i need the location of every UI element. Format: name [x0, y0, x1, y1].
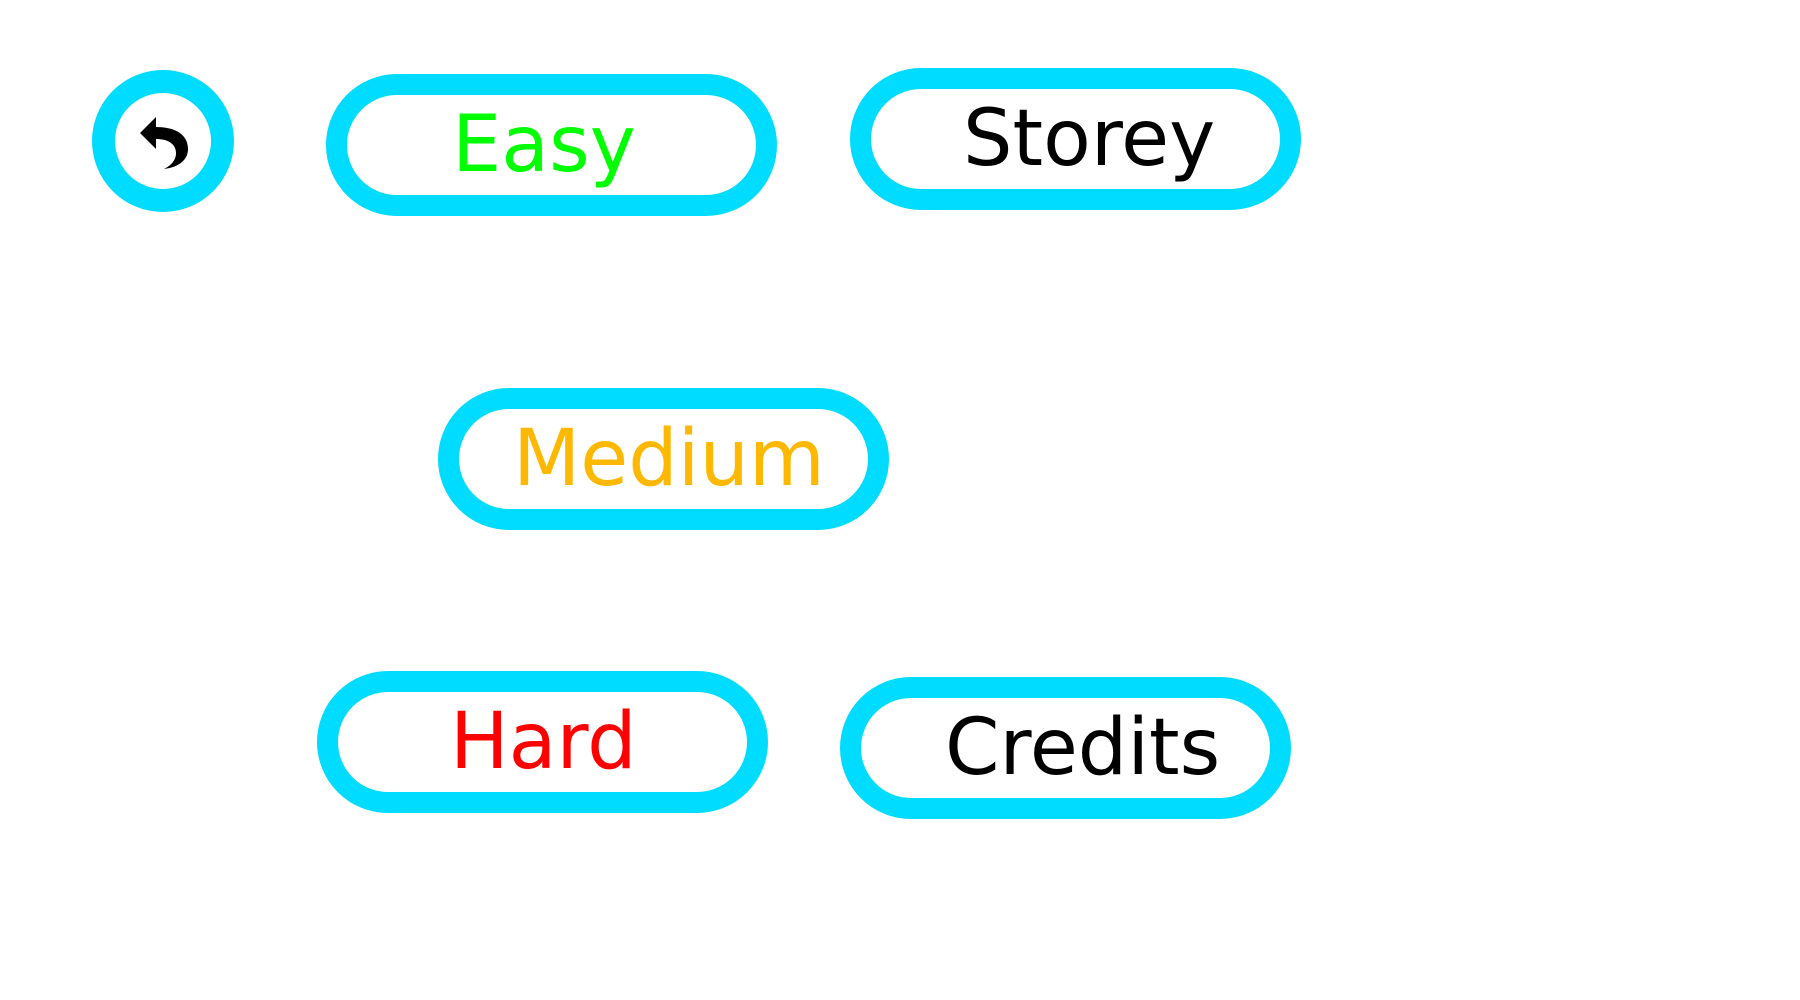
storey-label: Storey: [963, 94, 1216, 184]
storey-button[interactable]: Storey: [850, 68, 1301, 210]
easy-label: Easy: [452, 100, 636, 190]
credits-label: Credits: [945, 703, 1221, 793]
hard-button[interactable]: Hard: [317, 671, 768, 813]
credits-button[interactable]: Credits: [840, 677, 1291, 819]
back-button[interactable]: [92, 70, 234, 212]
medium-button[interactable]: Medium: [438, 388, 889, 530]
easy-button[interactable]: Easy: [326, 74, 777, 216]
hard-label: Hard: [450, 697, 637, 787]
medium-label: Medium: [513, 414, 825, 504]
undo-arrow-icon: [140, 117, 188, 169]
